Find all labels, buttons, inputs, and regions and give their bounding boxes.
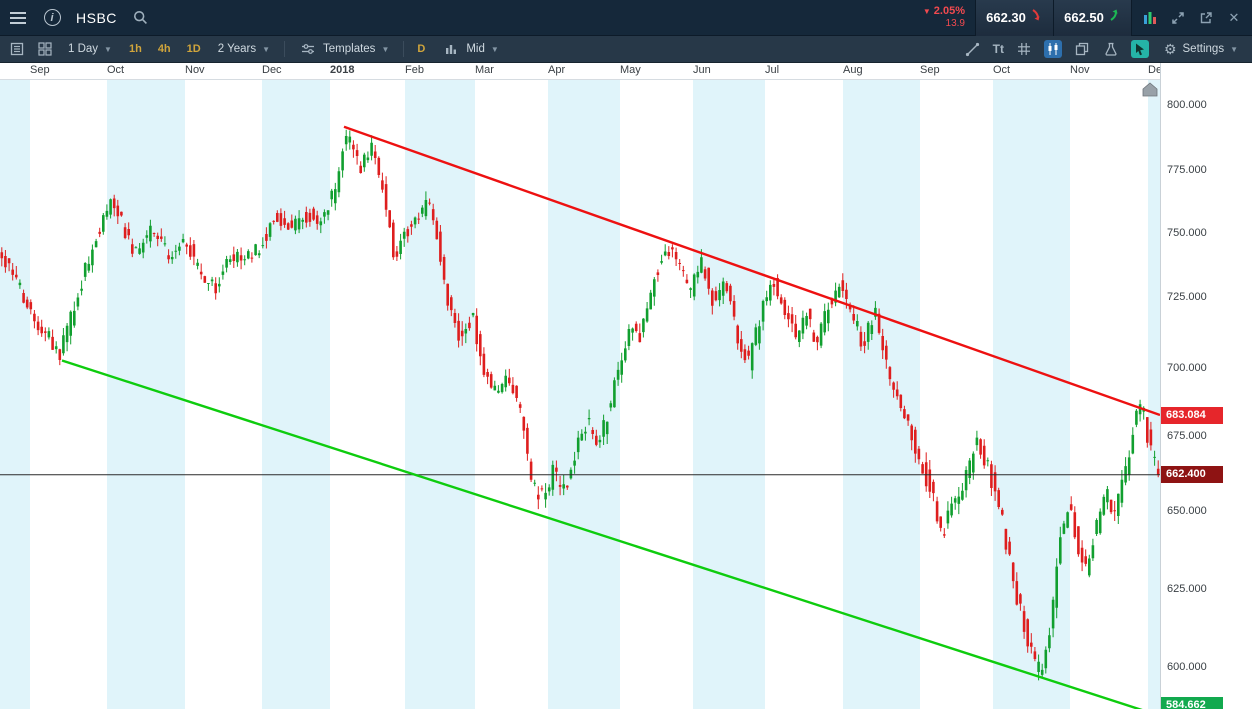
toolbar-left-group: 1 Day ▼ 1h 4h 1D 2 Years ▼ Templates ▼ D…	[0, 38, 503, 60]
range-dropdown[interactable]: 2 Years ▼	[214, 41, 274, 57]
chevron-down-icon: ▼	[262, 44, 271, 54]
daily-button[interactable]: D	[417, 43, 426, 55]
market-depth-icon[interactable]	[1140, 8, 1160, 28]
price-axis-label: 700.000	[1167, 362, 1207, 374]
close-icon[interactable]: ✕	[1228, 9, 1240, 25]
chevron-down-icon: ▼	[490, 44, 499, 54]
time-axis-label: Nov	[185, 64, 205, 76]
time-axis-label: Sep	[30, 64, 50, 76]
divider	[284, 41, 286, 57]
popout-icon[interactable]	[1196, 8, 1216, 28]
scroll-to-end-marker[interactable]	[1142, 82, 1158, 97]
price-mode-label: Mid	[466, 43, 485, 55]
time-axis-label: Dec	[262, 64, 282, 76]
symbol-title: HSBC	[76, 9, 117, 26]
gear-icon: ⚙	[1163, 40, 1177, 57]
range-label: 2 Years	[217, 43, 257, 55]
search-icon[interactable]	[131, 8, 151, 28]
price-mode-dropdown[interactable]: Mid ▼	[438, 38, 502, 60]
time-axis-label: 2018	[330, 64, 355, 76]
templates-label: Templates	[323, 43, 376, 55]
info-icon[interactable]: i	[42, 8, 62, 28]
expand-icon[interactable]	[1168, 8, 1188, 28]
indicators-flask-icon[interactable]	[1102, 40, 1120, 58]
sliders-icon	[299, 40, 317, 58]
settings-label: Settings	[1182, 43, 1225, 55]
price-tag: 683.084	[1161, 406, 1223, 424]
buy-arrow-icon	[1109, 8, 1121, 27]
price-axis-label: 725.000	[1167, 291, 1207, 303]
trendline-tool-icon[interactable]	[964, 40, 982, 58]
chart-area: Sep Oct Nov Dec 2018 Feb Mar Apr May Jun Jul Aug Sep…	[0, 63, 1252, 709]
price-axis[interactable]: 800.000 775.000 750.000 725.000 700.000 675.0…	[1160, 63, 1252, 709]
change-absolute: 13.9	[945, 18, 965, 30]
candlestick-style-button[interactable]	[1043, 40, 1062, 58]
timeframe-4h-button[interactable]: 4h	[157, 43, 171, 55]
chevron-down-icon: ▼	[381, 44, 390, 54]
symbol-group: i HSBC	[0, 0, 151, 35]
timeframe-1h-button[interactable]: 1h	[128, 43, 142, 55]
time-axis-label: Sep	[920, 64, 940, 76]
window-controls: ✕	[1131, 0, 1252, 35]
price-axis-label: 675.000	[1167, 430, 1207, 442]
sell-arrow-icon	[1031, 8, 1043, 27]
price-axis-label: 800.000	[1167, 99, 1207, 111]
time-axis-label: Nov	[1070, 64, 1090, 76]
trendline-descending-resistance[interactable]	[343, 125, 1160, 417]
price-axis-label: 650.000	[1167, 505, 1207, 517]
time-axis-label: Jul	[765, 64, 780, 76]
time-axis-label: May	[620, 64, 641, 76]
price-tag: 584.662	[1161, 697, 1223, 709]
bars-icon	[442, 40, 460, 58]
time-axis-label: Aug	[843, 64, 863, 76]
chevron-down-icon: ▼	[1230, 44, 1238, 54]
settings-dropdown[interactable]: ⚙ Settings ▼	[1160, 39, 1242, 60]
time-axis-label: Jun	[693, 64, 711, 76]
hamburger-lines	[10, 11, 26, 24]
time-axis-label: Oct	[993, 64, 1011, 76]
chart-windows-icon[interactable]	[1073, 40, 1091, 58]
crosshair-pointer-button[interactable]	[1130, 40, 1149, 58]
grid-toggle-icon[interactable]	[1015, 40, 1033, 58]
price-axis-label: 775.000	[1167, 164, 1207, 176]
change-percent: 2.05%	[933, 5, 965, 18]
quote-group: ▼ 2.05% 13.9 662.30 662.50	[923, 0, 1252, 36]
journal-icon[interactable]	[8, 40, 26, 58]
price-axis-label: 600.000	[1167, 661, 1207, 673]
time-axis[interactable]: Sep Oct Nov Dec 2018 Feb Mar Apr May Jun Jul Aug Sep…	[0, 63, 1168, 80]
price-tag: 662.400	[1161, 466, 1223, 484]
sell-button[interactable]: 662.30	[975, 0, 1053, 36]
sell-price: 662.30	[986, 10, 1026, 25]
menu-icon[interactable]	[8, 8, 28, 28]
time-axis-label: Mar	[475, 64, 494, 76]
divider	[403, 41, 405, 57]
time-axis-label: Feb	[405, 64, 424, 76]
candlestick-chart[interactable]	[0, 80, 1160, 709]
timeframe-1d-button[interactable]: 1D	[186, 43, 201, 55]
trendline-descending-support[interactable]	[61, 359, 1160, 709]
templates-dropdown[interactable]: Templates ▼	[295, 38, 393, 60]
time-axis-label: Apr	[548, 64, 566, 76]
buy-button[interactable]: 662.50	[1053, 0, 1131, 36]
chart-toolbar: 1 Day ▼ 1h 4h 1D 2 Years ▼ Templates ▼ D…	[0, 36, 1252, 63]
down-triangle-icon: ▼	[922, 7, 931, 17]
period-label: 1 Day	[68, 43, 99, 55]
period-dropdown[interactable]: 1 Day ▼	[64, 41, 116, 57]
layout-grid-icon[interactable]	[36, 40, 54, 58]
price-axis-label: 625.000	[1167, 583, 1207, 595]
top-bar: i HSBC ▼ 2.05% 13.9 662.30 662.50	[0, 0, 1252, 36]
toolbar-right-group: Tt ⚙ Settings ▼	[964, 39, 1252, 60]
buy-price: 662.50	[1064, 10, 1104, 25]
time-axis-label: Oct	[107, 64, 125, 76]
price-change-block: ▼ 2.05% 13.9	[923, 5, 975, 29]
text-tool-button[interactable]: Tt	[992, 42, 1004, 56]
chevron-down-icon: ▼	[104, 44, 112, 54]
price-axis-label: 750.000	[1167, 227, 1207, 239]
